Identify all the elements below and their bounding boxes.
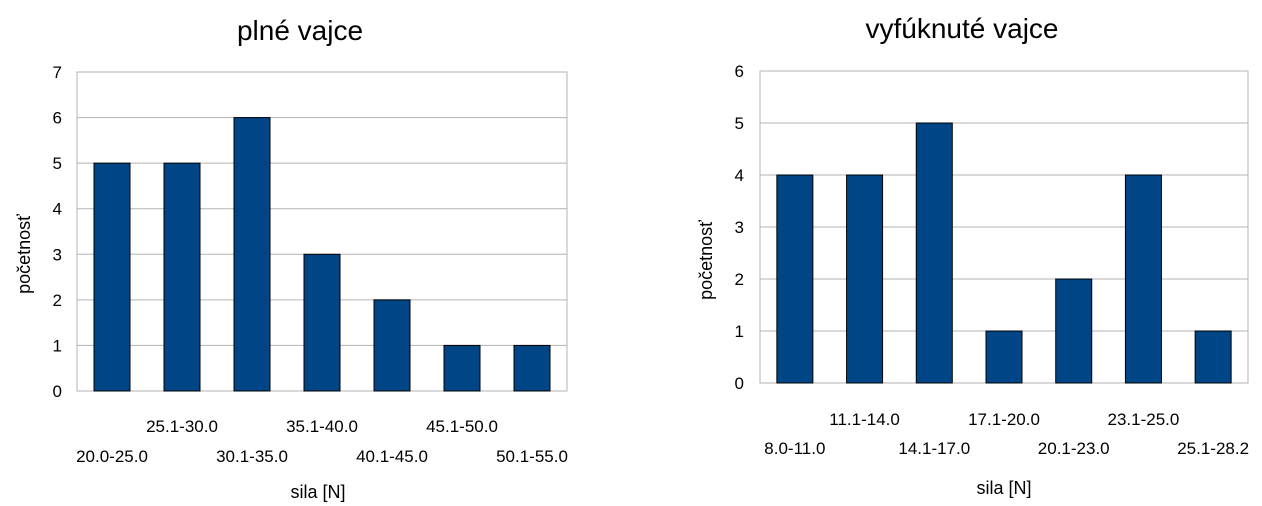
chart-left-xtick-label: 40.1-45.0 (356, 447, 428, 466)
chart-left: plné vajce početnosť sila [N] 0 1 2 3 4 5 6 7 20… (14, 15, 568, 502)
chart-left-bar (93, 162, 131, 392)
chart-left-bar (373, 299, 411, 392)
chart-right-xtick-label: 8.0-11.0 (764, 439, 825, 458)
chart-right-bar (1194, 330, 1232, 384)
chart-left-bar (513, 344, 551, 392)
chart-left-xtick-label: 20.0-25.0 (76, 447, 148, 466)
chart-left-bar (233, 117, 271, 392)
chart-left-xtick-label: 25.1-30.0 (146, 417, 218, 436)
chart-right-plot: 0 1 2 3 4 5 6 8.0-11.011.1-14.0 14.1-17.0 17.1-20… (735, 62, 1250, 458)
chart-right-xtick-label: 11.1-14.0 (829, 410, 900, 429)
chart-left-xlabel: sila [N] (290, 482, 345, 502)
chart-right-ytick-label: 1 (735, 322, 744, 341)
chart-left-title: plné vajce (237, 15, 363, 46)
chart-right-xtick-label: 25.1-28.2 (1177, 439, 1249, 458)
chart-left-xtick-label: 45.1-50.0 (426, 417, 498, 436)
chart-right-ytick-label: 3 (735, 218, 744, 237)
chart-left-xtick-label: 30.1-35.0 (216, 447, 288, 466)
chart-left-ytick-label: 2 (53, 291, 62, 310)
chart-right-xtick-label: 17.1-20.0 (968, 410, 1040, 429)
chart-right-xtick-label: 23.1-25.0 (1108, 410, 1180, 429)
chart-left-ytick-label: 7 (53, 63, 62, 82)
chart-left-bar (443, 344, 481, 392)
chart-left-xtick-label: 50.1-55.0 (496, 447, 568, 466)
chart-right-bar (776, 174, 814, 384)
chart-right-title: vyfúknuté vajce (866, 13, 1059, 44)
chart-right-ylabel: početnosť (696, 220, 716, 300)
chart-left-plot: 0 1 2 3 4 5 6 7 20.0-25.0 25.1-30.0 30.1-35.0 35.1-… (53, 63, 568, 466)
chart-right-bar (985, 330, 1023, 384)
chart-right-ytick-label: 6 (735, 62, 744, 81)
chart-right-ytick-label: 0 (735, 374, 744, 393)
chart-right-bar (915, 122, 953, 384)
chart-left-ytick-label: 4 (53, 200, 62, 219)
chart-left-ylabel: početnosť (14, 214, 34, 294)
chart-right: vyfúknuté vajce početnosť sila [N] 0 1 2 3 4… (696, 13, 1249, 498)
chart-right-xtick-label: 20.1-23.0 (1038, 439, 1110, 458)
chart-right-ytick-label: 5 (735, 114, 744, 133)
chart-right-xlabel: sila [N] (976, 478, 1031, 498)
chart-left-bar (163, 162, 201, 392)
chart-right-bar (846, 174, 884, 384)
chart-left-ytick-label: 1 (53, 336, 62, 355)
chart-left-bar (303, 253, 341, 392)
chart-right-xtick-label: 14.1-17.0 (898, 439, 970, 458)
chart-left-ytick-label: 5 (53, 154, 62, 173)
chart-right-bar (1124, 174, 1162, 384)
chart-left-xtick-label: 35.1-40.0 (286, 417, 358, 436)
chart-right-ytick-label: 2 (735, 270, 744, 289)
chart-left-ytick-label: 3 (53, 245, 62, 264)
chart-left-ytick-label: 0 (53, 382, 62, 401)
chart-right-ytick-label: 4 (735, 166, 744, 185)
chart-left-ytick-label: 6 (53, 109, 62, 128)
chart-right-bar (1055, 278, 1093, 384)
